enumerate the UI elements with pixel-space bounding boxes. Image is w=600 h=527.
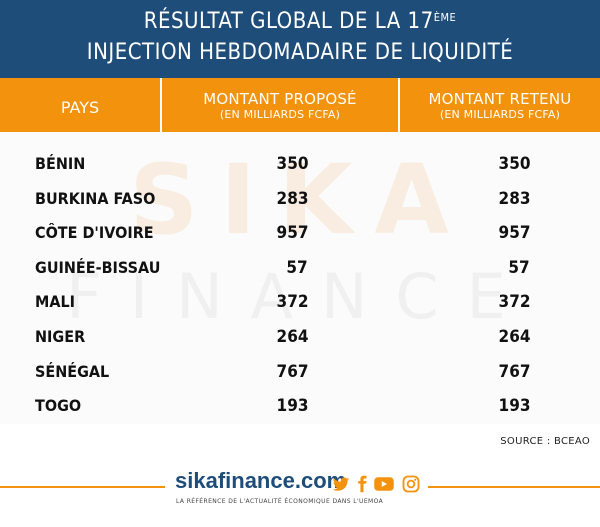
title-line-2: INJECTION HEBDOMADAIRE DE LIQUIDITÉ <box>86 40 514 65</box>
amount-retained: 193 <box>498 396 530 417</box>
table-row: CÔTE D'IVOIRE 957 957 <box>0 219 600 249</box>
source-note: SOURCE : BCEAO <box>500 436 590 447</box>
country-name: BÉNIN <box>35 154 86 173</box>
amount-retained: 283 <box>498 188 530 209</box>
header-separator <box>160 78 162 132</box>
country-name: MALI <box>35 292 76 312</box>
title-line-1: RÉSULTAT GLOBAL DE LA 17ÈME <box>143 9 457 34</box>
header-separator <box>398 78 400 132</box>
amount-proposed: 957 <box>276 223 308 244</box>
amount-proposed: 283 <box>276 188 308 209</box>
table-row: BÉNIN 350 350 <box>0 150 600 180</box>
col-header-pays: PAYS <box>60 98 100 117</box>
amount-proposed: 57 <box>286 257 308 278</box>
amount-proposed: 350 <box>276 154 308 174</box>
watermark-sika: SIKA <box>129 144 471 256</box>
col-header-retenu: MONTANT RETENU (EN MILLIARDS FCFA) <box>428 90 572 121</box>
table-row: SÉNÉGAL 767 767 <box>0 358 600 388</box>
country-name: SÉNÉGAL <box>35 361 110 381</box>
amount-proposed: 193 <box>276 396 308 417</box>
table-row: MALI 372 372 <box>0 288 600 318</box>
footer-rule-right <box>428 486 600 488</box>
table-row: GUINÉE-BISSAU 57 57 <box>0 254 600 284</box>
amount-retained: 372 <box>498 292 530 313</box>
youtube-icon[interactable] <box>373 475 395 493</box>
brand-tagline: LA RÉFÉRENCE DE L'ACTUALITÉ ÉCONOMIQUE D… <box>176 498 384 505</box>
country-name: GUINÉE-BISSAU <box>35 257 161 277</box>
amount-retained: 350 <box>498 154 530 174</box>
table-header: PAYS MONTANT PROPOSÉ (EN MILLIARDS FCFA)… <box>0 78 600 132</box>
title-banner: RÉSULTAT GLOBAL DE LA 17ÈME INJECTION HE… <box>0 0 600 78</box>
footer: sikafinance.com LA RÉFÉRENCE DE L'ACTUAL… <box>0 466 600 527</box>
amount-retained: 957 <box>498 223 530 244</box>
table-row: BURKINA FASO 283 283 <box>0 185 600 215</box>
amount-retained: 57 <box>508 257 530 278</box>
country-name: BURKINA FASO <box>35 188 156 208</box>
amount-retained: 264 <box>498 327 530 347</box>
table-body: SIKA FINANCE BÉNIN 350 350 BURKINA FASO 283 2… <box>0 132 600 424</box>
amount-retained: 767 <box>498 361 530 382</box>
amount-proposed: 372 <box>276 292 308 313</box>
title-superscript: ÈME <box>433 11 457 24</box>
table-row: TOGO 193 193 <box>0 392 600 422</box>
watermark-finance: FINANCE <box>66 260 534 333</box>
footer-rule-left <box>0 486 165 488</box>
twitter-icon[interactable] <box>332 475 350 493</box>
country-name: TOGO <box>35 396 82 416</box>
country-name: CÔTE D'IVOIRE <box>35 223 154 243</box>
instagram-icon[interactable] <box>402 475 420 493</box>
facebook-icon[interactable] <box>353 475 371 493</box>
country-name: NIGER <box>35 327 86 346</box>
col-header-propose: MONTANT PROPOSÉ (EN MILLIARDS FCFA) <box>203 90 357 121</box>
amount-proposed: 767 <box>276 361 308 382</box>
amount-proposed: 264 <box>276 327 308 347</box>
brand-logo-text[interactable]: sikafinance.com <box>175 468 347 493</box>
table-row: NIGER 264 264 <box>0 323 600 353</box>
